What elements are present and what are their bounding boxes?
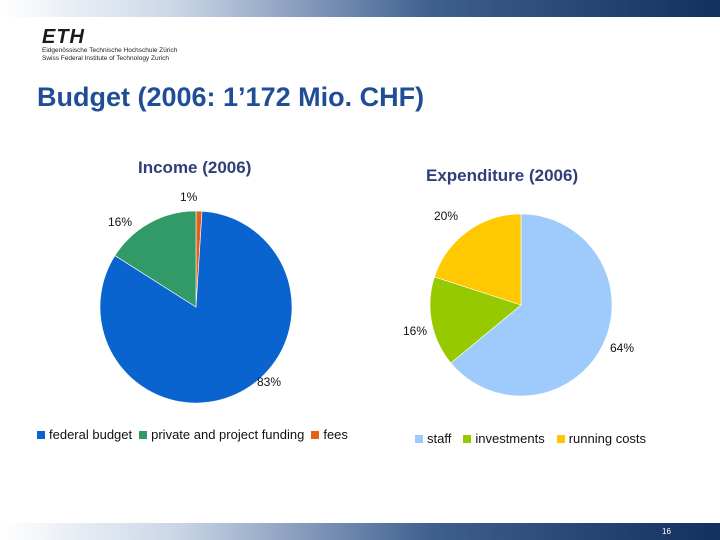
income-federal-pct: 83% <box>257 375 282 389</box>
legend-swatch <box>463 434 472 443</box>
legend-item-investments: investments <box>463 431 545 446</box>
legend-item-staff: staff <box>415 431 451 446</box>
expenditure-investments-pct: 16% <box>403 324 428 338</box>
expenditure-legend: staff investments running costs <box>415 431 653 446</box>
legend-swatch <box>415 434 423 443</box>
legend-label: running costs <box>568 431 647 446</box>
logo-line-english: Swiss Federal Institute of Technology Zu… <box>42 55 170 62</box>
expenditure-running-pct: 20% <box>434 209 459 223</box>
legend-label: federal budget <box>49 427 133 442</box>
legend-item-fees: fees <box>311 427 348 442</box>
legend-label: staff <box>427 431 452 446</box>
legend-label: private and project funding <box>151 427 305 442</box>
legend-item-running-costs: running costs <box>556 431 647 446</box>
expenditure-staff-pct: 64% <box>610 341 635 355</box>
legend-item-federal-budget: federal budget <box>37 427 132 442</box>
income-legend: federal budget private and project fundi… <box>37 427 355 442</box>
pie-slice-running-costs <box>434 213 522 306</box>
slide-title: Budget (2006: 1’172 Mio. CHF) <box>37 82 425 112</box>
pie-slice-investments <box>429 276 522 364</box>
expenditure-chart-title: Expenditure (2006) <box>426 166 579 185</box>
legend-item-private-funding: private and project funding <box>139 427 304 442</box>
legend-label: fees <box>323 427 348 442</box>
expenditure-pie-chart <box>429 213 613 397</box>
income-private-pct: 16% <box>108 215 133 229</box>
logo-mark: ETH <box>42 26 85 48</box>
page-number: 16 <box>662 527 671 536</box>
footer-bar <box>0 523 720 540</box>
legend-swatch <box>37 430 45 439</box>
pie-slice-staff <box>450 213 613 397</box>
header-bar <box>0 0 720 17</box>
income-pie-chart <box>99 210 293 404</box>
legend-swatch <box>139 430 148 439</box>
eth-logo: ETH Eidgenössische Technische Hochschule… <box>42 27 177 63</box>
legend-swatch <box>311 430 320 439</box>
legend-swatch <box>556 434 565 443</box>
pie-slice-private-and-project-funding <box>114 210 197 308</box>
income-fees-pct: 1% <box>180 190 198 204</box>
logo-line-german: Eidgenössische Technische Hochschule Zür… <box>42 47 178 54</box>
legend-label: investments <box>475 431 545 446</box>
income-chart-title: Income (2006) <box>138 158 252 177</box>
